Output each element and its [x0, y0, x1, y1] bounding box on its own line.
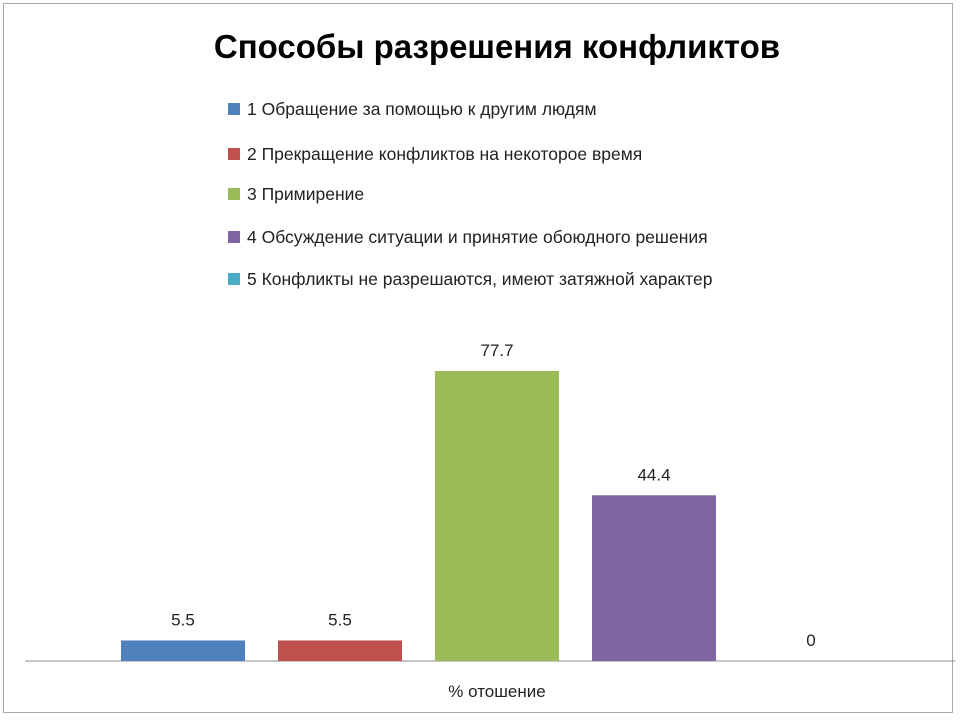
data-label-5: 0 [806, 631, 815, 650]
legend-label-5: 5 Конфликты не разрешаются, имеют затяжн… [247, 269, 713, 289]
data-label-3: 77.7 [480, 341, 513, 360]
bar-1 [121, 640, 245, 661]
legend-label-2: 2 Прекращение конфликтов на некоторое вр… [247, 144, 643, 164]
legend-swatch-3 [228, 188, 240, 200]
data-label-1: 5.5 [171, 610, 195, 629]
legend-swatch-4 [228, 231, 240, 243]
legend-swatch-2 [228, 148, 240, 160]
legend-swatch-1 [228, 103, 240, 115]
legend-label-4: 4 Обсуждение ситуации и принятие обоюдно… [247, 227, 708, 247]
legend-label-1: 1 Обращение за помощью к другим людям [247, 99, 597, 119]
bar-4 [592, 495, 716, 661]
bar-2 [278, 640, 402, 661]
legend-label-3: 3 Примирение [247, 184, 365, 204]
legend-swatch-5 [228, 273, 240, 285]
data-label-4: 44.4 [637, 465, 670, 484]
chart-title: Способы разрешения конфликтов [213, 28, 781, 65]
bar-3 [435, 371, 559, 661]
category-label: % отошение [448, 682, 545, 701]
data-label-2: 5.5 [328, 610, 352, 629]
